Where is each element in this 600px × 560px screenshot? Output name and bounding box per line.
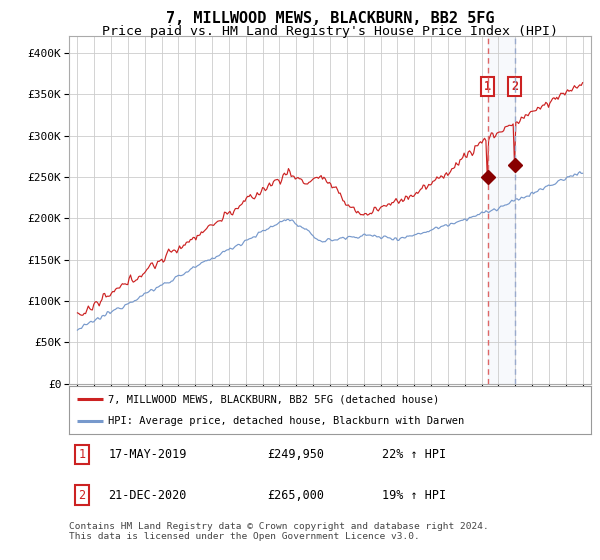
Text: 2: 2: [511, 80, 518, 94]
Text: 22% ↑ HPI: 22% ↑ HPI: [382, 448, 446, 461]
Text: 1: 1: [484, 80, 491, 94]
Text: 7, MILLWOOD MEWS, BLACKBURN, BB2 5FG (detached house): 7, MILLWOOD MEWS, BLACKBURN, BB2 5FG (de…: [108, 394, 439, 404]
Text: 7, MILLWOOD MEWS, BLACKBURN, BB2 5FG: 7, MILLWOOD MEWS, BLACKBURN, BB2 5FG: [166, 11, 494, 26]
Bar: [488, 36, 515, 384]
Text: £265,000: £265,000: [268, 489, 325, 502]
Text: 2: 2: [79, 489, 86, 502]
Text: Price paid vs. HM Land Registry's House Price Index (HPI): Price paid vs. HM Land Registry's House …: [102, 25, 558, 38]
Text: 19% ↑ HPI: 19% ↑ HPI: [382, 489, 446, 502]
Text: 21-DEC-2020: 21-DEC-2020: [108, 489, 187, 502]
Text: Contains HM Land Registry data © Crown copyright and database right 2024.
This d: Contains HM Land Registry data © Crown c…: [69, 522, 489, 542]
Text: £249,950: £249,950: [268, 448, 325, 461]
Text: 1: 1: [79, 448, 86, 461]
Text: HPI: Average price, detached house, Blackburn with Darwen: HPI: Average price, detached house, Blac…: [108, 416, 464, 426]
Text: 17-MAY-2019: 17-MAY-2019: [108, 448, 187, 461]
